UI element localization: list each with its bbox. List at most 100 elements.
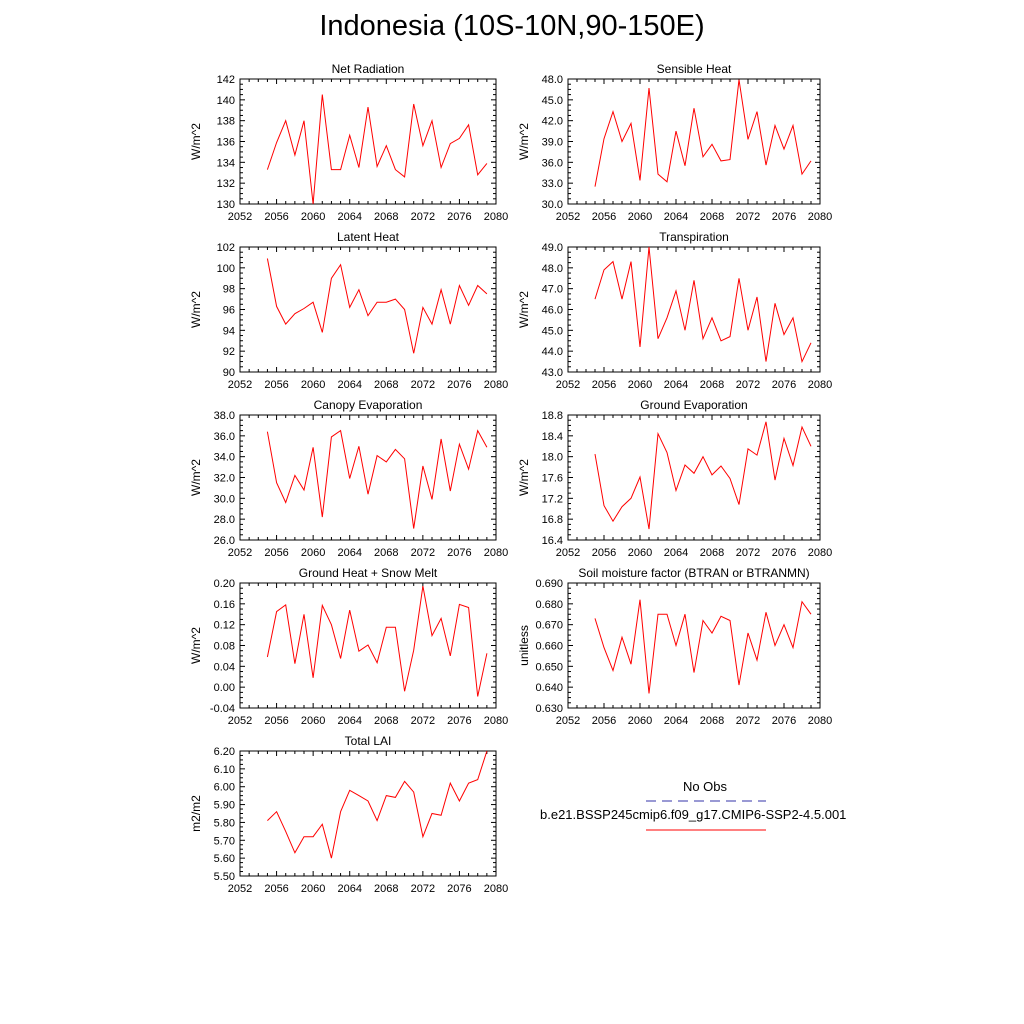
x-tick-label: 2080 <box>808 715 832 727</box>
y-tick-label: 142 <box>217 74 235 86</box>
x-tick-label: 2068 <box>374 379 398 391</box>
y-tick-label: 18.0 <box>542 452 563 464</box>
panel-4: 2052 2056 2060 2064 2068 2072 2076 2080 43.0 44.0… <box>517 230 832 391</box>
panel-7: 2052 2056 2060 2064 2068 2072 2076 2080 -0.04 0.0… <box>189 566 508 727</box>
y-tick-label: 34.0 <box>214 452 235 464</box>
x-tick-label: 2060 <box>301 379 325 391</box>
x-tick-label: 2068 <box>374 883 398 895</box>
y-tick-label: 18.8 <box>542 410 563 422</box>
x-tick-label: 2072 <box>736 547 760 559</box>
x-tick-label: 2052 <box>556 715 580 727</box>
plot-frame <box>567 246 821 373</box>
y-tick-label: 0.12 <box>214 620 235 632</box>
x-tick-label: 2080 <box>484 883 508 895</box>
x-tick-label: 2072 <box>411 715 435 727</box>
y-tick-label: 0.640 <box>535 682 563 694</box>
y-tick-label: 136 <box>217 137 235 149</box>
x-tick-label: 2064 <box>337 883 361 895</box>
plot-frame <box>567 582 821 709</box>
x-tick-label: 2076 <box>772 211 796 223</box>
y-tick-label: 5.80 <box>214 817 235 829</box>
y-tick-label: 134 <box>217 157 235 169</box>
x-tick-label: 2056 <box>592 715 616 727</box>
y-tick-label: 92 <box>223 346 235 358</box>
y-tick-label: 36.0 <box>214 431 235 443</box>
x-tick-label: 2064 <box>337 547 361 559</box>
y-tick-label: 90 <box>223 367 235 379</box>
x-tick-label: 2060 <box>628 379 652 391</box>
x-tick-label: 2052 <box>556 211 580 223</box>
y-tick-label: 6.00 <box>214 782 235 794</box>
y-tick-label: 39.0 <box>542 137 563 149</box>
y-axis-label: W/m^2 <box>189 123 203 160</box>
x-tick-label: 2056 <box>264 715 288 727</box>
series-line <box>594 421 812 530</box>
panel-title: Transpiration <box>659 230 729 244</box>
plot-frame <box>567 78 821 205</box>
y-axis-label: W/m^2 <box>189 459 203 496</box>
x-tick-label: 2060 <box>301 547 325 559</box>
x-tick-label: 2076 <box>772 715 796 727</box>
x-tick-label: 2052 <box>228 883 252 895</box>
y-tick-label: 16.4 <box>542 535 563 547</box>
x-tick-label: 2080 <box>808 547 832 559</box>
y-tick-label: 30.0 <box>214 493 235 505</box>
x-tick-label: 2056 <box>592 547 616 559</box>
y-tick-label: 130 <box>217 199 235 211</box>
x-tick-label: 2064 <box>337 715 361 727</box>
plot-frame <box>239 414 497 541</box>
plot-frame <box>239 750 497 877</box>
x-tick-label: 2072 <box>411 883 435 895</box>
series-line <box>594 599 812 694</box>
series-line <box>266 429 488 529</box>
y-tick-label: 5.50 <box>214 871 235 883</box>
y-tick-label: 43.0 <box>542 367 563 379</box>
x-tick-label: 2080 <box>484 547 508 559</box>
y-tick-label: 48.0 <box>542 263 563 275</box>
panel-title: Soil moisture factor (BTRAN or BTRANMN) <box>578 566 809 580</box>
x-tick-label: 2076 <box>447 883 471 895</box>
legend-model-label: b.e21.BSSP245cmip6.f09_g17.CMIP6-SSP2-4.… <box>540 807 847 822</box>
x-tick-label: 2056 <box>592 379 616 391</box>
series-line <box>266 94 488 205</box>
y-tick-label: 26.0 <box>214 535 235 547</box>
x-tick-label: 2068 <box>700 211 724 223</box>
panel-9: 2052 2056 2060 2064 2068 2072 2076 2080 5.50 5.60… <box>189 734 508 895</box>
y-tick-label: 17.6 <box>542 473 563 485</box>
y-tick-label: 100 <box>217 263 235 275</box>
y-tick-label: 45.0 <box>542 325 563 337</box>
page-title: Indonesia (10S-10N,90-150E) <box>319 10 705 42</box>
x-tick-label: 2056 <box>592 211 616 223</box>
panel-2: 2052 2056 2060 2064 2068 2072 2076 2080 30.0 33.0… <box>517 62 832 223</box>
series-line <box>267 750 488 859</box>
x-tick-label: 2076 <box>447 211 471 223</box>
y-axis-label: W/m^2 <box>517 459 531 496</box>
x-tick-label: 2080 <box>484 715 508 727</box>
y-tick-label: 42.0 <box>542 116 563 128</box>
y-tick-label: 45.0 <box>542 95 563 107</box>
y-tick-label: 46.0 <box>542 305 563 317</box>
y-tick-label: 6.20 <box>214 746 235 758</box>
x-tick-label: 2072 <box>736 379 760 391</box>
x-tick-label: 2052 <box>228 547 252 559</box>
y-tick-label: 5.70 <box>214 835 235 847</box>
y-tick-label: 0.00 <box>214 682 235 694</box>
y-tick-label: 138 <box>217 116 235 128</box>
x-tick-label: 2052 <box>228 379 252 391</box>
x-tick-label: 2060 <box>301 211 325 223</box>
x-tick-label: 2072 <box>736 211 760 223</box>
series-line <box>594 246 812 364</box>
x-tick-label: 2076 <box>447 379 471 391</box>
x-tick-label: 2068 <box>700 547 724 559</box>
panel-title: Total LAI <box>345 734 392 748</box>
x-tick-label: 2068 <box>374 211 398 223</box>
y-tick-label: 0.04 <box>214 661 235 673</box>
y-tick-label: 33.0 <box>542 178 563 190</box>
y-tick-label: 47.0 <box>542 284 563 296</box>
x-tick-label: 2060 <box>628 547 652 559</box>
legend-obs-label: No Obs <box>682 779 728 794</box>
y-tick-label: 0.680 <box>535 599 563 611</box>
x-tick-label: 2056 <box>264 547 288 559</box>
y-tick-label: 5.60 <box>214 853 235 865</box>
x-tick-label: 2052 <box>228 715 252 727</box>
